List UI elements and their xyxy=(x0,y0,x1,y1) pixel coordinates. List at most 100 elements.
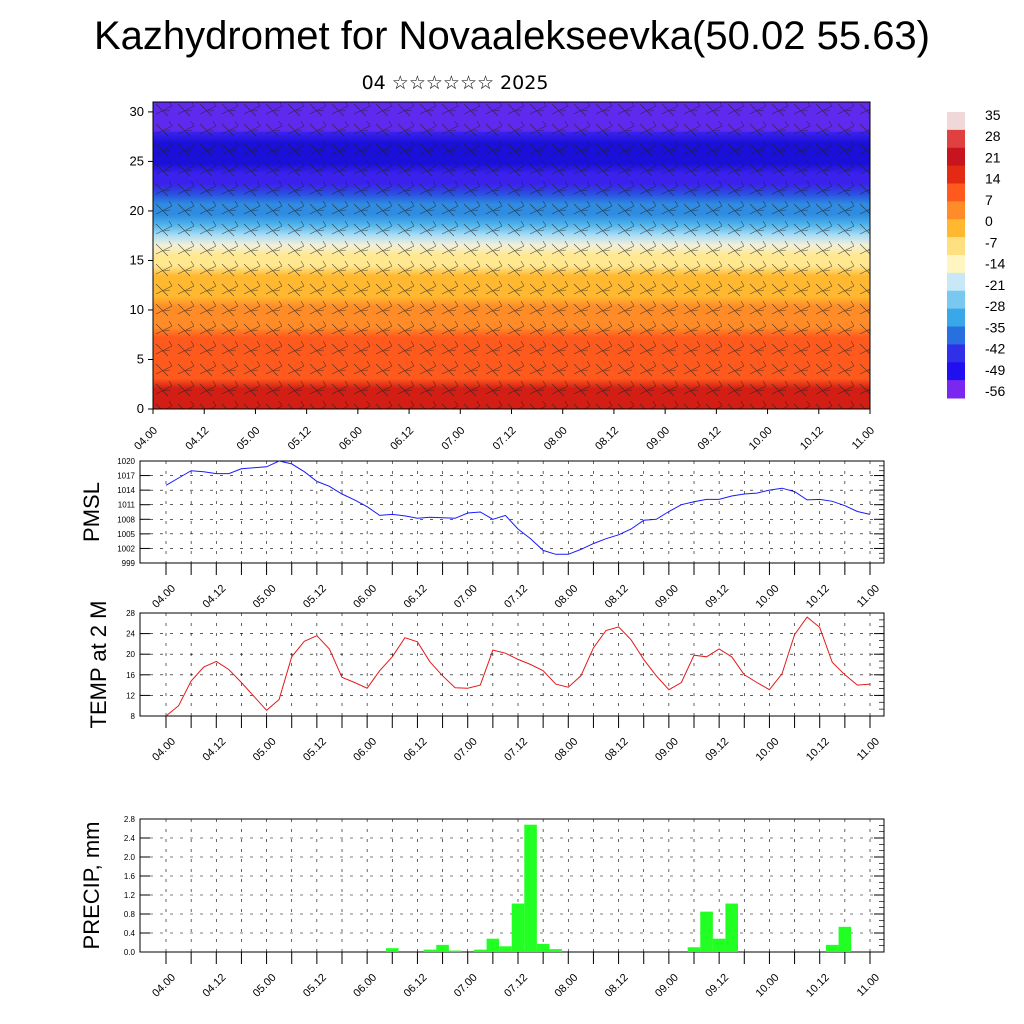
x-tick-label: 10.12 xyxy=(804,972,832,1000)
y-tick-label: 0.8 xyxy=(124,910,136,919)
x-tick-label: 05.12 xyxy=(301,972,329,1000)
colorbar-label: 28 xyxy=(985,128,1001,144)
precip-bar xyxy=(725,903,738,952)
x-tick-label: 11.00 xyxy=(850,425,877,452)
colorbar-label: 14 xyxy=(985,171,1001,187)
x-tick-label: 06.00 xyxy=(351,736,379,764)
x-tick-label: 08.00 xyxy=(552,972,580,1000)
precip-bar xyxy=(423,949,437,952)
colorbar-segment xyxy=(947,272,965,292)
x-tick-label: 07.12 xyxy=(502,583,530,611)
y-tick-label: 5 xyxy=(137,351,144,366)
colorbar-label: -7 xyxy=(985,234,998,250)
colorbar-segment xyxy=(947,255,965,274)
y-tick-label: 30 xyxy=(130,104,144,119)
x-tick-label: 09.12 xyxy=(703,583,731,611)
x-tick-label: 07.00 xyxy=(452,736,480,764)
precip-bar xyxy=(474,949,487,952)
y-tick-label: 0 xyxy=(137,401,144,416)
colorbar-segment xyxy=(947,308,965,327)
x-tick-label: 09.12 xyxy=(703,736,731,764)
y-tick-label: 1.6 xyxy=(124,872,136,881)
x-tick-label: 07.12 xyxy=(502,736,530,764)
x-tick-label: 05.00 xyxy=(235,425,263,453)
x-tick-label: 05.00 xyxy=(251,972,279,1000)
precipitation-panel: 0.0 0.4 0.8 1.2 1.6 2.0 2.4 2.8 04.00 04.12 05.00 0… xyxy=(79,815,885,1000)
x-tick-label: 10.00 xyxy=(754,736,782,764)
x-tick-label: 08.12 xyxy=(603,736,631,764)
pressure-panel: 999 1002 1005 1008 1011 1014 1017 1020 04.00 04.1… xyxy=(79,457,885,611)
colorbar-label: 21 xyxy=(985,149,1001,165)
y-axis-label: PRECIP, mm xyxy=(79,822,104,950)
y-tick-label: 1005 xyxy=(117,530,135,539)
y-tick-label: 1008 xyxy=(117,515,135,524)
x-tick-label: 04.00 xyxy=(150,972,178,1000)
colorbar-label: -56 xyxy=(985,383,1005,399)
y-tick-label: 28 xyxy=(126,609,135,618)
colorbar-segment xyxy=(947,165,965,184)
precip-bar xyxy=(511,903,525,952)
x-tick-label: 04.12 xyxy=(200,583,228,611)
y-tick-label: 25 xyxy=(130,153,144,168)
precip-bar xyxy=(524,824,537,952)
x-tick-label: 04.00 xyxy=(150,583,178,611)
x-tick-label: 11.00 xyxy=(855,583,882,610)
colorbar-label: -21 xyxy=(985,277,1005,293)
precip-bar xyxy=(386,948,399,952)
x-tick-label: 09.00 xyxy=(644,425,672,453)
y-tick-label: 12 xyxy=(126,691,135,700)
y-tick-label: 0.4 xyxy=(124,929,136,938)
colorbar-label: 35 xyxy=(985,107,1001,123)
y-tick-label: 1020 xyxy=(117,457,135,466)
precip-bar xyxy=(486,938,500,952)
colorbar-label: -35 xyxy=(985,319,1005,335)
colorbar-segment xyxy=(947,290,965,310)
x-tick-label: 05.12 xyxy=(301,583,329,611)
y-tick-label: 24 xyxy=(126,630,135,639)
colorbar-segment xyxy=(947,129,965,149)
colorbar-segment xyxy=(947,344,965,363)
x-tick-label: 05.00 xyxy=(251,583,279,611)
chart-date-subtitle: 04 ☆☆☆☆☆☆ 2025 xyxy=(361,72,549,94)
x-tick-label: 04.00 xyxy=(132,425,160,453)
x-tick-label: 10.12 xyxy=(798,425,826,453)
y-tick-label: 2.0 xyxy=(124,853,136,862)
precip-bar xyxy=(436,944,449,952)
y-tick-label: 16 xyxy=(126,671,135,680)
x-tick-label: 11.00 xyxy=(855,736,882,763)
x-tick-label: 06.00 xyxy=(337,425,365,453)
precip-bar xyxy=(448,950,462,952)
precip-bar xyxy=(838,926,852,952)
x-tick-label: 07.12 xyxy=(502,972,530,1000)
plot-frame xyxy=(139,612,885,717)
x-tick-label: 06.12 xyxy=(402,736,430,764)
x-tick-label: 06.00 xyxy=(351,972,379,1000)
x-tick-label: 11.00 xyxy=(855,972,882,999)
colorbar-segment xyxy=(947,219,965,238)
y-axis-label: PMSL xyxy=(79,482,104,542)
y-tick-label: 1002 xyxy=(117,544,135,553)
precip-bar xyxy=(687,947,701,952)
page-title: Kazhydromet for Novaalekseevka(50.02 55.… xyxy=(93,14,930,58)
x-tick-label: 08.12 xyxy=(603,583,631,611)
x-tick-label: 10.00 xyxy=(754,583,782,611)
y-tick-label: 20 xyxy=(126,650,135,659)
precip-bar xyxy=(536,943,550,952)
temperature-panel: 8 12 16 20 24 28 04.00 04.12 05.00 05.12 06.00 06.1… xyxy=(86,601,885,764)
x-tick-label: 04.00 xyxy=(150,736,178,764)
colorbar: 35 28 21 14 7 0 -7 -14 -21 -28 -35 -42 -49 -56 xyxy=(947,107,1005,399)
x-tick-label: 09.12 xyxy=(703,972,731,1000)
x-tick-label: 06.12 xyxy=(402,972,430,1000)
colorbar-segment xyxy=(947,326,965,345)
x-tick-label: 06.12 xyxy=(388,425,416,453)
x-tick-label: 08.00 xyxy=(542,425,570,453)
y-tick-label: 2.4 xyxy=(124,834,136,843)
x-tick-label: 04.12 xyxy=(183,425,211,453)
precip-bar xyxy=(549,949,562,952)
x-tick-label: 07.12 xyxy=(491,425,519,453)
y-tick-label: 1.2 xyxy=(124,891,136,900)
y-axis-label: TEMP at 2 M xyxy=(86,601,111,729)
precip-bar xyxy=(712,938,726,952)
x-tick-label: 05.00 xyxy=(251,736,279,764)
